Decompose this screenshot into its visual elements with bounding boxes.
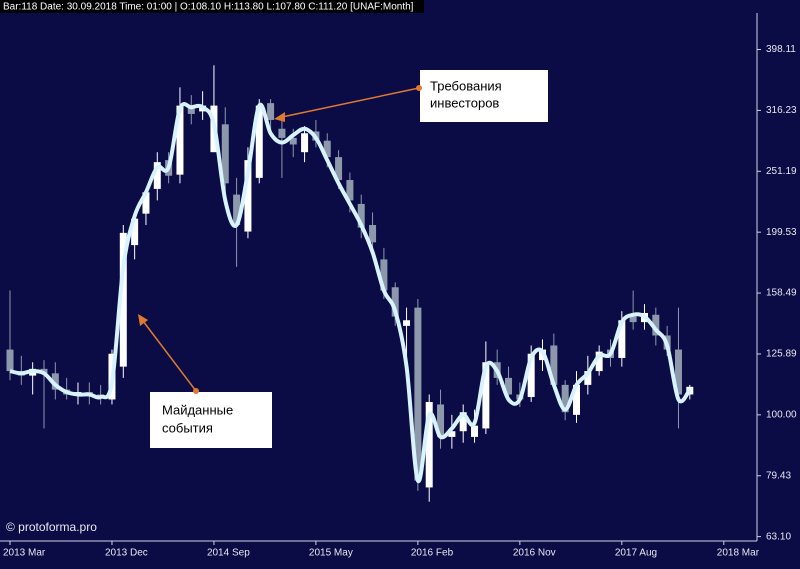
candle-body — [233, 194, 241, 226]
candle-body — [142, 192, 150, 214]
arrow — [281, 87, 420, 118]
candle-body — [380, 259, 388, 291]
candle-body — [278, 128, 286, 138]
smooth-line — [9, 102, 692, 483]
candle-body — [459, 412, 467, 432]
x-tick-label: 2013 Dec — [105, 548, 148, 559]
candle-body — [425, 401, 433, 488]
candle-body — [527, 353, 535, 397]
candle-body — [391, 287, 399, 317]
watermark: © protoforma.pro — [6, 520, 97, 534]
y-tick-label: 251.19 — [766, 166, 797, 177]
candle-body — [482, 362, 490, 429]
candle-body — [119, 232, 127, 367]
y-tick-label: 125.89 — [766, 349, 797, 360]
arrow-head — [138, 314, 148, 326]
candle-body — [131, 218, 139, 246]
candle-body — [357, 203, 365, 228]
annotation-text: Требования — [430, 78, 502, 93]
annotation-text: инвесторов — [430, 95, 499, 110]
candle-body — [584, 371, 592, 385]
header-bar — [0, 0, 424, 13]
candle-body — [403, 320, 411, 326]
candle-body — [414, 307, 422, 481]
candle-body — [346, 180, 354, 201]
annotation-box — [420, 70, 548, 122]
y-tick-label: 63.10 — [766, 531, 791, 542]
y-tick-label: 199.53 — [766, 227, 797, 238]
candle-body — [255, 105, 263, 178]
x-tick-label: 2017 Aug — [615, 548, 657, 559]
y-tick-label: 316.23 — [766, 105, 797, 116]
x-tick-label: 2016 Feb — [411, 548, 454, 559]
candle-body — [267, 103, 275, 120]
candle-body — [652, 314, 660, 336]
candle-body — [437, 404, 445, 437]
x-tick-label: 2013 Mar — [3, 548, 46, 559]
candle-body — [618, 320, 626, 358]
annotation-text: события — [162, 420, 213, 435]
arrow — [142, 320, 197, 392]
annotation-text: Майданные — [162, 402, 233, 417]
header-text: Bar:118 Date: 30.09.2018 Time: 01:00 | O… — [3, 2, 414, 13]
candle-body — [674, 349, 682, 395]
candle-body — [335, 157, 343, 181]
arrow-dot — [416, 85, 422, 91]
candle-body — [323, 140, 331, 158]
candle-body — [573, 384, 580, 415]
y-tick-label: 398.11 — [766, 44, 796, 55]
candle-body — [244, 160, 252, 232]
candle-body — [6, 349, 14, 372]
x-tick-label: 2018 Mar — [717, 548, 760, 559]
candle-body — [153, 162, 161, 189]
candle-body — [221, 124, 229, 184]
candle-body — [471, 425, 479, 437]
candle-body — [187, 105, 195, 114]
candle-body — [301, 133, 309, 153]
candle-body — [561, 384, 569, 413]
candle-body — [289, 137, 297, 145]
candle-body — [369, 225, 377, 243]
candle-body — [448, 431, 456, 437]
arrow-dot — [193, 388, 199, 394]
x-tick-label: 2015 May — [309, 548, 353, 559]
candle-body — [629, 316, 637, 323]
y-tick-label: 158.49 — [766, 288, 797, 299]
candle-body — [505, 377, 513, 395]
annotations: Требования инвесторов Майданные события — [138, 70, 548, 448]
annotation-box — [150, 392, 272, 448]
arrow-head — [274, 112, 285, 122]
candle-body — [176, 105, 184, 175]
y-tick-label: 79.43 — [766, 470, 791, 481]
candle-body — [51, 373, 59, 390]
candle-body — [595, 351, 603, 372]
x-tick-label: 2014 Sep — [207, 548, 250, 559]
y-tick-label: 100.00 — [766, 409, 797, 420]
candle-body — [550, 345, 558, 385]
x-tick-label: 2016 Nov — [513, 548, 556, 559]
